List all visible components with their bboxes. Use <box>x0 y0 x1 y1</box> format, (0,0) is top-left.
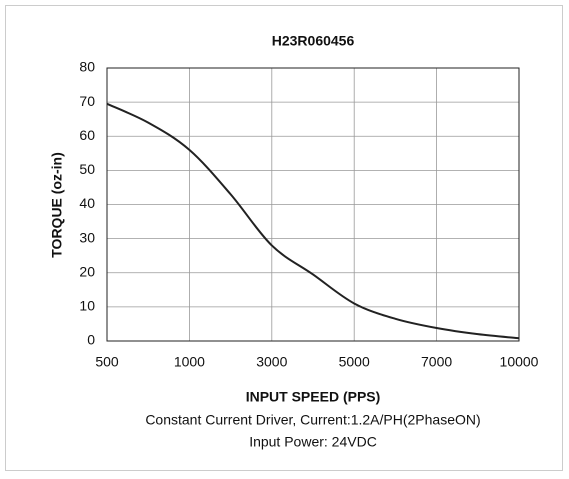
y-tick-label: 80 <box>79 59 95 75</box>
x-tick-label: 3000 <box>256 354 287 370</box>
note: Input Power: 24VDC <box>249 434 377 450</box>
y-axis-label: TORQUE (oz-in) <box>49 152 65 258</box>
x-tick-label: 10000 <box>500 354 539 370</box>
y-tick-label: 50 <box>79 161 95 177</box>
x-tick-label: 500 <box>95 354 119 370</box>
y-tick-label: 30 <box>79 229 95 245</box>
frame <box>5 5 563 471</box>
note: Constant Current Driver, Current:1.2A/PH… <box>145 412 480 428</box>
y-tick-label: 40 <box>79 195 95 211</box>
chart-title: H23R060456 <box>272 33 355 49</box>
plot-border <box>106 67 520 342</box>
y-tick-label: 0 <box>87 332 95 348</box>
x-tick-label: 7000 <box>421 354 452 370</box>
x-tick-label: 1000 <box>174 354 205 370</box>
x-tick-label: 5000 <box>339 354 370 370</box>
y-tick-label: 10 <box>79 298 95 314</box>
torque-curve <box>106 102 520 340</box>
y-tick-label: 60 <box>79 127 95 143</box>
x-axis-label: INPUT SPEED (PPS) <box>246 389 381 405</box>
y-tick-label: 70 <box>79 93 95 109</box>
y-tick-label: 20 <box>79 263 95 279</box>
